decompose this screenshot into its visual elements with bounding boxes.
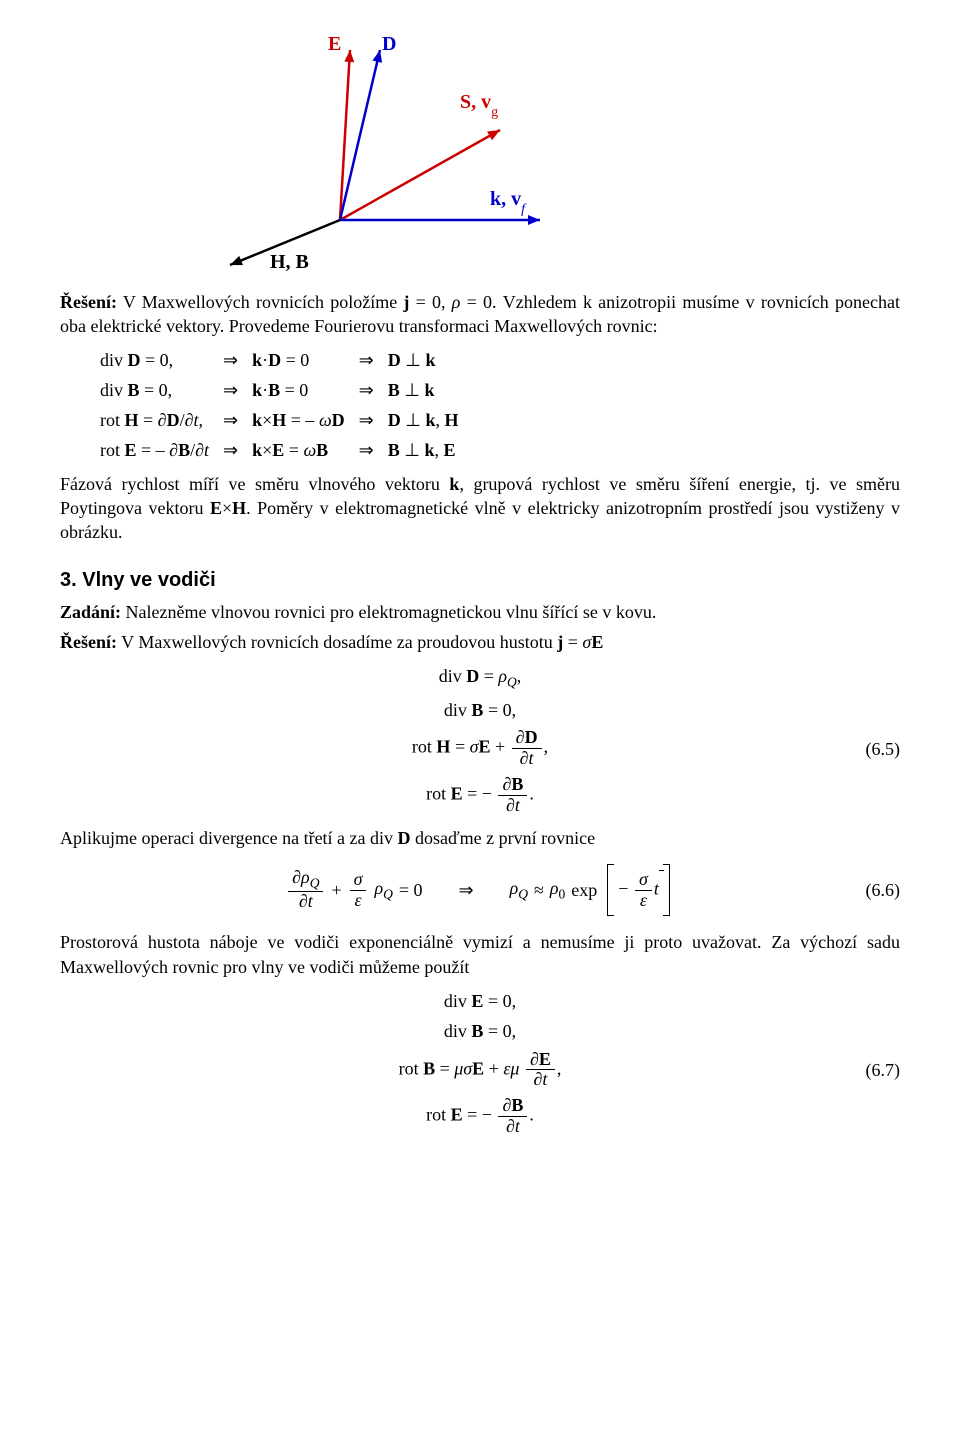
section-heading: 3. Vlny ve vodiči — [60, 567, 900, 594]
label-reseni: Řešení: — [60, 292, 117, 312]
assignment-paragraph: Zadání: Nalezněme vlnovou rovnici pro el… — [60, 600, 900, 624]
table-row: rot H = ∂D/∂t, ⇒ k×H = – ωD ⇒ D ⊥ k, H — [100, 405, 472, 435]
equation-6-6: ∂ρQ∂t + σε ρQ = 0 ⇒ ρQ ≈ ρ0 exp − σεt (6… — [60, 864, 900, 917]
equation-6-7: div E = 0, div B = 0, rot B = μσE + εμ ∂… — [60, 989, 900, 1137]
equation-number: (6.5) — [866, 737, 901, 761]
equation-number: (6.7) — [866, 1058, 901, 1082]
charge-density-paragraph: Prostorová hustota náboje ve vodiči expo… — [60, 930, 900, 979]
table-row: div D = 0, ⇒ k·D = 0 ⇒ D ⊥ k — [100, 345, 472, 375]
svg-text:D: D — [382, 33, 396, 55]
vector-diagram: E D S, vg k, vf H, B — [210, 30, 570, 280]
equation-number: (6.6) — [866, 878, 901, 902]
table-row: rot E = – ∂B/∂t ⇒ k×E = ωB ⇒ B ⊥ k, E — [100, 435, 472, 465]
svg-text:H, B: H, B — [270, 251, 309, 273]
svg-text:S, vg: S, vg — [460, 91, 498, 120]
svg-text:E: E — [328, 33, 341, 55]
phase-velocity-paragraph: Fázová rychlost míří ve směru vlnového v… — [60, 472, 900, 545]
maxwell-fourier-table: div D = 0, ⇒ k·D = 0 ⇒ D ⊥ k div B = 0, … — [100, 345, 472, 466]
solution-paragraph-2: Řešení: V Maxwellových rovnicích dosadím… — [60, 630, 900, 654]
svg-text:k, vf: k, vf — [490, 188, 527, 217]
table-row: div B = 0, ⇒ k·B = 0 ⇒ B ⊥ k — [100, 375, 472, 405]
solution-paragraph-1: Řešení: V Maxwellových rovnicích položím… — [60, 290, 900, 339]
divergence-paragraph: Aplikujme operaci divergence na třetí a … — [60, 826, 900, 850]
equation-6-5: div D = ρQ, div B = 0, rot H = σE + ∂D∂t… — [60, 664, 900, 815]
